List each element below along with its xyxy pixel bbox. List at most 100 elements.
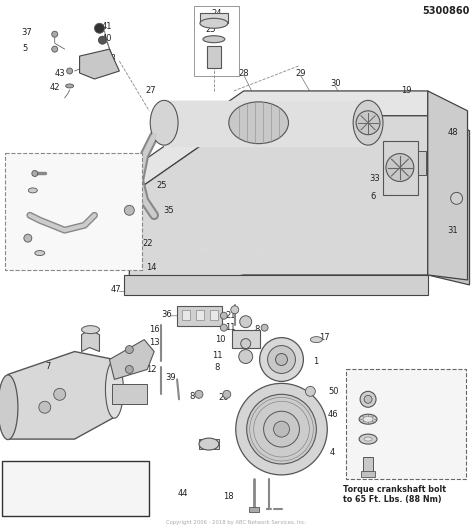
Bar (112, 385, 147, 404)
Text: 12: 12 (146, 365, 156, 374)
Circle shape (195, 390, 203, 398)
Text: 15: 15 (452, 414, 462, 423)
Text: 11: 11 (226, 323, 236, 332)
Circle shape (54, 388, 66, 400)
Circle shape (32, 170, 38, 177)
Circle shape (236, 384, 327, 475)
Ellipse shape (150, 101, 178, 145)
Text: 10: 10 (216, 335, 226, 344)
Polygon shape (109, 339, 154, 379)
Circle shape (260, 338, 303, 381)
Circle shape (386, 154, 414, 181)
Text: 37: 37 (28, 169, 38, 178)
Circle shape (39, 401, 51, 413)
Circle shape (360, 392, 376, 408)
Text: 29: 29 (295, 69, 306, 78)
Bar (363, 457, 373, 475)
Polygon shape (129, 116, 428, 295)
Text: 24: 24 (211, 9, 222, 18)
Text: 34: 34 (137, 159, 147, 168)
Circle shape (451, 193, 463, 204)
Text: 14: 14 (146, 263, 156, 272)
Circle shape (261, 324, 268, 331)
Circle shape (364, 395, 372, 403)
Ellipse shape (199, 438, 219, 450)
Circle shape (52, 46, 58, 52)
Text: 37: 37 (21, 28, 32, 37)
Text: 6: 6 (370, 192, 376, 201)
Text: Hardware for
securing engine
to frame.: Hardware for securing engine to frame. (350, 371, 423, 401)
Circle shape (125, 365, 133, 373)
Circle shape (264, 411, 300, 447)
Text: 19: 19 (401, 86, 411, 95)
Circle shape (275, 354, 288, 365)
Text: 25: 25 (206, 25, 216, 34)
FancyBboxPatch shape (346, 369, 465, 479)
Ellipse shape (359, 414, 377, 424)
Ellipse shape (359, 434, 377, 444)
Text: 21: 21 (226, 311, 236, 320)
Ellipse shape (200, 18, 228, 28)
Text: 47: 47 (111, 285, 122, 294)
Text: 18: 18 (223, 492, 234, 501)
Text: 27: 27 (146, 86, 156, 95)
Text: 44: 44 (178, 489, 188, 498)
Polygon shape (428, 91, 467, 280)
Circle shape (305, 386, 315, 396)
Text: 1: 1 (313, 357, 318, 366)
Ellipse shape (353, 101, 383, 145)
Text: 39: 39 (166, 373, 176, 382)
Text: Oil Drain
Replacement Parts: Oil Drain Replacement Parts (8, 155, 93, 174)
Circle shape (220, 324, 228, 331)
Polygon shape (129, 91, 428, 195)
Circle shape (239, 350, 253, 363)
Bar (182, 310, 190, 320)
Circle shape (246, 394, 316, 464)
Bar (210, 310, 218, 320)
Circle shape (268, 346, 295, 373)
Bar (200, 13, 228, 23)
Circle shape (241, 338, 251, 348)
Polygon shape (124, 275, 428, 295)
Polygon shape (428, 111, 470, 285)
Text: 25: 25 (156, 181, 166, 190)
Circle shape (231, 306, 239, 314)
Text: 20: 20 (219, 393, 229, 402)
Polygon shape (8, 352, 114, 439)
Text: 38: 38 (105, 54, 116, 63)
Circle shape (67, 68, 73, 74)
Bar (196, 310, 204, 320)
Text: 50: 50 (328, 387, 338, 396)
Text: 16: 16 (452, 456, 462, 466)
Text: 9: 9 (28, 233, 33, 242)
Text: 32: 32 (161, 126, 172, 135)
Text: 8: 8 (204, 311, 210, 320)
Text: 28: 28 (238, 69, 249, 78)
Circle shape (125, 346, 133, 354)
Text: 13: 13 (149, 338, 159, 347)
Text: ABIPartStream: ABIPartStream (195, 245, 277, 255)
Text: 3: 3 (129, 215, 135, 225)
Polygon shape (80, 49, 119, 79)
Text: Copyright 2006 - 2018 by ABC Network Services, Inc.: Copyright 2006 - 2018 by ABC Network Ser… (165, 520, 306, 525)
Circle shape (223, 390, 231, 398)
Ellipse shape (364, 437, 372, 441)
Bar (232, 330, 260, 347)
Ellipse shape (105, 361, 123, 418)
Bar (418, 151, 426, 176)
Text: 46: 46 (328, 410, 338, 419)
Text: 30: 30 (330, 79, 340, 88)
Text: ENGINE REPLACEMENT PARTS
49 - SCREEN, SPARK ARRESTER: ENGINE REPLACEMENT PARTS 49 - SCREEN, SP… (5, 465, 138, 484)
Text: 41: 41 (101, 22, 112, 31)
Circle shape (52, 31, 58, 37)
FancyBboxPatch shape (5, 153, 142, 270)
Text: Torque crankshaft bolt
to 65 Ft. Lbs. (88 Nm): Torque crankshaft bolt to 65 Ft. Lbs. (8… (343, 485, 446, 504)
Text: 36: 36 (162, 310, 173, 319)
Circle shape (356, 111, 380, 135)
Text: 48: 48 (447, 128, 458, 137)
Text: 11: 11 (211, 351, 222, 360)
Circle shape (220, 312, 228, 319)
Text: 42: 42 (49, 84, 60, 93)
Ellipse shape (310, 337, 322, 343)
Ellipse shape (28, 188, 37, 193)
